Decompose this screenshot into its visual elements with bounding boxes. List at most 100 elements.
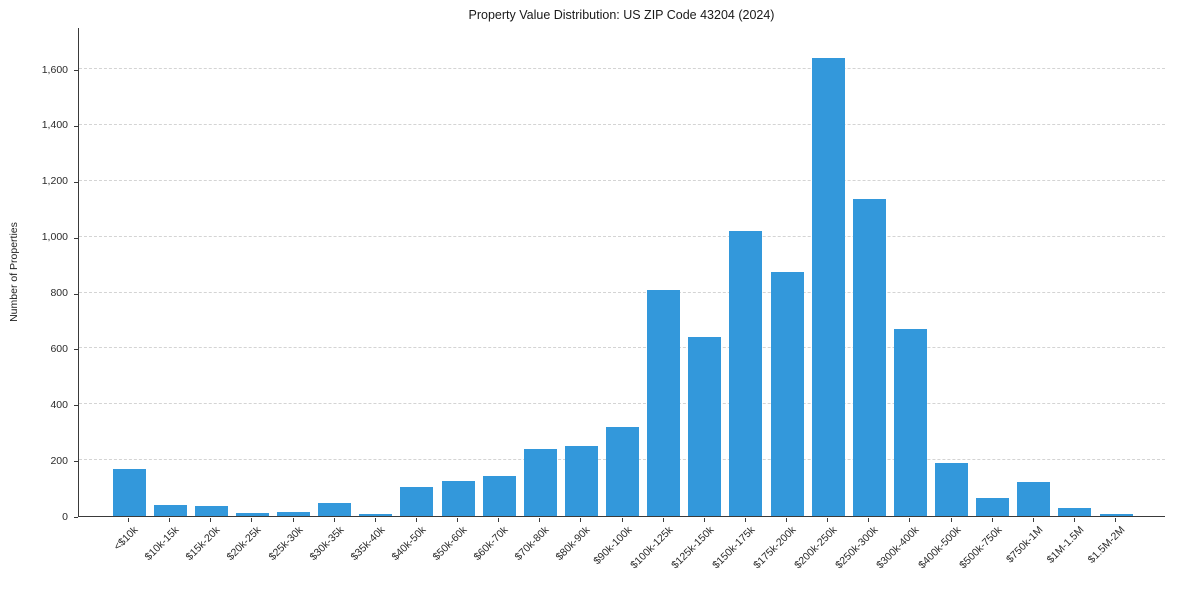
- y-tick-label: 600: [50, 342, 68, 355]
- y-tick-label: 800: [50, 287, 68, 299]
- x-tick-label: $80k-90k: [553, 524, 593, 564]
- x-tick-mark: [457, 518, 458, 522]
- x-tick-label: $30k-35k: [307, 524, 347, 564]
- bar: [400, 486, 434, 516]
- bar: [153, 504, 187, 516]
- x-tick-mark: [333, 518, 335, 522]
- x-tick-mark: [1115, 518, 1116, 522]
- x-tick-label: $150k-175k: [710, 524, 758, 572]
- y-tick-mark: [74, 405, 78, 407]
- x-tick-label: $15k-20k: [183, 524, 223, 564]
- bar: [1017, 482, 1051, 516]
- gridline: [79, 291, 1165, 293]
- bar: [852, 198, 886, 516]
- bar: [194, 506, 228, 516]
- chart-title: Property Value Distribution: US ZIP Code…: [468, 8, 775, 22]
- x-tick-label: $50k-60k: [430, 524, 470, 564]
- x-tick-mark: [128, 518, 129, 522]
- x-tick-mark: [703, 518, 705, 522]
- x-tick-label: $175k-200k: [751, 524, 799, 572]
- bar: [935, 462, 968, 516]
- y-tick-mark: [74, 293, 78, 295]
- x-tick-label: $250k-300k: [833, 524, 881, 572]
- y-tick-label: 200: [50, 454, 68, 467]
- y-tick-mark: [74, 517, 78, 518]
- gridline: [79, 235, 1165, 237]
- x-tick-label: $20k-25k: [224, 524, 264, 564]
- gridline: [79, 347, 1165, 349]
- bar: [1099, 513, 1133, 516]
- gridline: [79, 68, 1165, 69]
- x-tick-mark: [909, 518, 911, 522]
- x-tick-label: $35k-40k: [348, 524, 388, 564]
- x-tick-label: $300k-400k: [874, 524, 922, 572]
- x-tick-mark: [210, 518, 212, 522]
- x-tick-mark: [374, 518, 376, 522]
- x-tick-mark: [498, 518, 500, 522]
- y-tick-label: 0: [62, 510, 68, 523]
- y-tick-mark: [74, 461, 78, 463]
- x-tick-label: <$10k: [111, 524, 141, 553]
- bar: [606, 426, 639, 516]
- x-tick-label: $200k-250k: [792, 524, 840, 572]
- x-tick-label: $125k-150k: [668, 524, 717, 572]
- x-tick-mark: [621, 518, 623, 522]
- x-tick-label: $60k-70k: [471, 524, 511, 564]
- x-tick-mark: [292, 518, 294, 522]
- bar: [811, 57, 845, 516]
- y-tick-mark: [74, 181, 78, 183]
- x-tick-label: $1.5M-2M: [1085, 524, 1128, 566]
- bar: [441, 481, 475, 516]
- bar: [1058, 507, 1092, 516]
- x-tick-mark: [991, 518, 993, 522]
- x-tick-mark: [744, 518, 746, 522]
- bar: [893, 328, 927, 516]
- x-tick-label: $70k-80k: [512, 524, 552, 564]
- x-tick-mark: [950, 518, 952, 522]
- gridline: [79, 403, 1165, 405]
- x-tick-mark: [868, 518, 870, 522]
- y-tick-mark: [74, 237, 78, 239]
- x-tick-label: $400k-500k: [915, 524, 963, 572]
- x-tick-mark: [169, 518, 171, 522]
- y-tick-mark: [74, 70, 78, 71]
- bar: [647, 289, 681, 516]
- bar: [482, 475, 516, 516]
- x-tick-mark: [662, 518, 664, 522]
- x-tick-label: $25k-30k: [265, 524, 305, 564]
- plot-area: [78, 28, 1165, 517]
- x-tick-mark: [786, 518, 787, 522]
- bar: [235, 513, 269, 516]
- x-tick-mark: [415, 518, 417, 522]
- bar: [318, 503, 352, 516]
- x-tick-mark: [580, 518, 582, 522]
- bar: [770, 271, 804, 516]
- x-tick-mark: [1073, 518, 1075, 522]
- gridline: [79, 179, 1165, 181]
- x-tick-label: $1M-1.5M: [1044, 524, 1087, 566]
- bar: [564, 446, 598, 516]
- gridline: [79, 123, 1165, 125]
- y-tick-label: 400: [50, 398, 68, 411]
- y-tick-label: 1,000: [41, 231, 68, 244]
- y-tick-label: 1,200: [41, 175, 68, 188]
- bar: [112, 468, 146, 516]
- y-tick-label: 1,600: [41, 63, 68, 76]
- x-tick-label: $500k-750k: [956, 524, 1005, 572]
- x-tick-mark: [539, 518, 541, 522]
- y-tick-mark: [74, 125, 78, 127]
- x-tick-mark: [251, 518, 253, 522]
- x-tick-label: $10k-15k: [142, 524, 182, 564]
- x-tick-label: $40k-50k: [389, 524, 429, 564]
- bar: [976, 497, 1010, 516]
- bar: [729, 231, 763, 516]
- bar: [277, 511, 310, 516]
- y-tick-mark: [74, 349, 78, 351]
- y-tick-label: 1,400: [41, 119, 68, 132]
- x-tick-label: $750k-1M: [1003, 524, 1046, 566]
- x-tick-mark: [1032, 518, 1034, 522]
- bar: [359, 513, 393, 516]
- x-tick-label: $90k-100k: [590, 524, 634, 568]
- x-tick-label: $100k-125k: [627, 524, 676, 572]
